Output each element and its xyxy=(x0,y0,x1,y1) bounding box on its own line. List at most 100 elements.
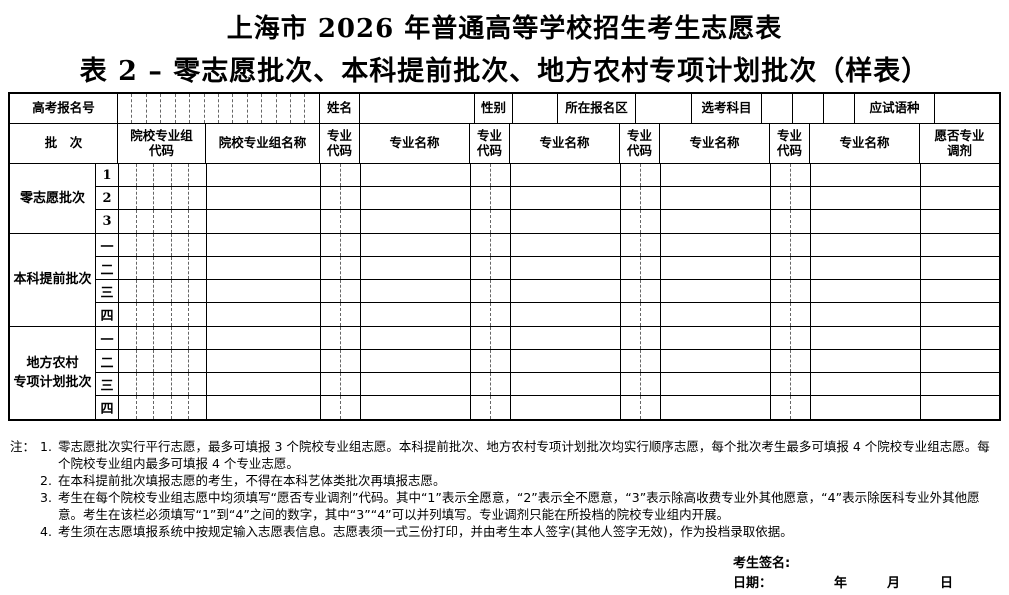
major-code-cell-boxes xyxy=(621,164,660,186)
major-code-cell-boxes xyxy=(471,210,510,233)
digit-box xyxy=(137,327,155,349)
row-index: 二 xyxy=(100,355,114,371)
note-number: 3. xyxy=(40,490,52,505)
group-code-cell xyxy=(118,164,206,186)
batch-section: 零志愿批次 1 2 3 xyxy=(10,164,999,234)
table-body: 零志愿批次 1 2 3 本科提前批次一二三四地方农村 专项计划批次一二三四 xyxy=(10,164,999,419)
digit-box xyxy=(491,373,510,395)
digit-box xyxy=(621,350,641,372)
major-code-cell-boxes xyxy=(621,303,660,326)
digit-box xyxy=(641,164,660,186)
group-code-cell-boxes xyxy=(119,350,206,372)
digit-box xyxy=(172,164,190,186)
digit-box xyxy=(791,234,810,256)
major-code-cell xyxy=(320,327,360,349)
row-index: 四 xyxy=(100,309,114,324)
digit-box xyxy=(190,94,205,123)
digit-box xyxy=(471,187,491,209)
major-code-cell xyxy=(770,257,810,279)
batch-label: 地方农村 专项计划批次 xyxy=(13,355,92,391)
digit-box xyxy=(137,187,155,209)
digit-box xyxy=(491,280,510,302)
digit-box xyxy=(118,94,133,123)
major-code-cell-boxes xyxy=(771,257,810,279)
major-name-cell xyxy=(360,396,470,419)
note-number: 2. xyxy=(40,473,52,488)
batch-section: 本科提前批次一二三四 xyxy=(10,234,999,327)
digit-box xyxy=(137,350,155,372)
digit-box xyxy=(172,234,190,256)
major-code-cell xyxy=(470,280,510,302)
digit-box xyxy=(154,303,172,326)
digit-box xyxy=(641,373,660,395)
digit-box xyxy=(791,350,810,372)
digit-box xyxy=(176,94,191,123)
digit-box xyxy=(172,187,190,209)
digit-box xyxy=(321,234,341,256)
group-name-cell xyxy=(206,280,320,302)
digit-box xyxy=(341,187,360,209)
digit-box xyxy=(248,94,263,123)
table-row: 四 xyxy=(96,303,999,326)
group-code-cell-boxes xyxy=(119,257,206,279)
major-name-cell xyxy=(510,280,620,302)
digit-box xyxy=(791,373,810,395)
major-name-cell xyxy=(360,280,470,302)
major-code-cell xyxy=(470,257,510,279)
digit-box xyxy=(262,94,277,123)
major-name-cell xyxy=(660,187,770,209)
table-row: 2 xyxy=(96,187,999,210)
subjects-label: 选考科目 xyxy=(691,94,761,123)
major-name-cell xyxy=(510,350,620,372)
major-code-cell-boxes xyxy=(321,280,360,302)
digit-box xyxy=(154,164,172,186)
major-code-cell-boxes xyxy=(471,350,510,372)
digit-box xyxy=(154,234,172,256)
major-name-cell xyxy=(360,327,470,349)
major-code-cell xyxy=(620,164,660,186)
digit-box xyxy=(491,187,510,209)
major-code-cell xyxy=(770,303,810,326)
digit-box xyxy=(341,396,360,419)
digit-box xyxy=(641,210,660,233)
major-code-cell-boxes xyxy=(321,396,360,419)
digit-box xyxy=(119,234,137,256)
note-prefix: 注： xyxy=(10,439,36,454)
major-name-cell xyxy=(810,234,920,256)
group-code-cell-boxes xyxy=(119,210,206,233)
major-code-header-4: 专业 代码 xyxy=(769,124,809,163)
batch-label: 零志愿批次 xyxy=(19,190,85,206)
digit-box xyxy=(321,350,341,372)
major-name-cell xyxy=(810,187,920,209)
digit-box xyxy=(189,327,206,349)
major-code-cell xyxy=(770,187,810,209)
digit-box xyxy=(621,303,641,326)
digit-box xyxy=(189,350,206,372)
digit-box xyxy=(791,396,810,419)
major-name-cell xyxy=(360,350,470,372)
digit-box xyxy=(771,257,791,279)
digit-box xyxy=(341,373,360,395)
major-code-cell-boxes xyxy=(321,164,360,186)
major-code-cell-boxes xyxy=(621,234,660,256)
major-name-cell xyxy=(360,210,470,233)
digit-box xyxy=(172,257,190,279)
digit-box xyxy=(305,94,318,123)
digit-box xyxy=(641,257,660,279)
major-name-cell xyxy=(810,257,920,279)
major-code-cell xyxy=(470,234,510,256)
digit-box xyxy=(341,257,360,279)
digit-box xyxy=(189,234,206,256)
major-code-cell xyxy=(320,234,360,256)
group-code-cell-boxes xyxy=(119,280,206,302)
major-name-cell xyxy=(810,210,920,233)
major-code-cell-boxes xyxy=(321,373,360,395)
digit-box xyxy=(491,396,510,419)
major-code-cell xyxy=(470,210,510,233)
major-code-cell-boxes xyxy=(321,350,360,372)
row-index: 1 xyxy=(102,167,112,183)
group-name-cell xyxy=(206,327,320,349)
major-code-cell xyxy=(770,164,810,186)
group-code-cell-boxes xyxy=(119,373,206,395)
major-code-cell xyxy=(470,327,510,349)
